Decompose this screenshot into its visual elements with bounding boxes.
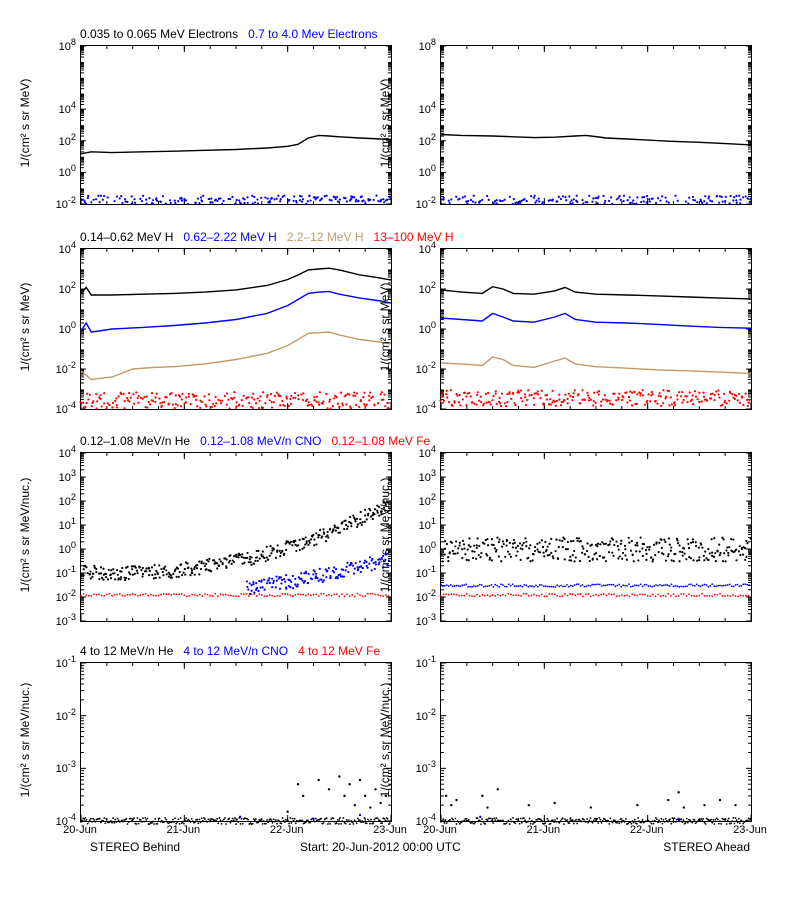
panel-r1-c0 bbox=[80, 248, 392, 410]
panel-r0-c1 bbox=[440, 45, 752, 205]
ylabel: 1/(cm² s sr MeV) bbox=[378, 43, 392, 203]
ylabel: 1/(cm² s sr MeV/nuc.) bbox=[378, 455, 392, 615]
row-title-3: 4 to 12 MeV/n He4 to 12 MeV/n CNO4 to 12… bbox=[80, 644, 390, 658]
ylabel: 1/(cm² s sr MeV) bbox=[18, 43, 32, 203]
panel-r3-c0 bbox=[80, 662, 392, 822]
panel-r3-c1 bbox=[440, 662, 752, 822]
row-title-0: 0.035 to 0.065 MeV Electrons0.7 to 4.0 M… bbox=[80, 27, 388, 41]
row-title-2: 0.12–1.08 MeV/n He0.12–1.08 MeV/n CNO0.1… bbox=[80, 434, 440, 448]
figure-root: 0.035 to 0.065 MeV Electrons0.7 to 4.0 M… bbox=[0, 0, 800, 900]
panel-r2-c1 bbox=[440, 452, 752, 622]
panel-r1-c1 bbox=[440, 248, 752, 410]
panel-r2-c0 bbox=[80, 452, 392, 622]
caption-left: STEREO Behind bbox=[90, 840, 180, 854]
ylabel: 1/(cm² s sr MeV/nuc.) bbox=[378, 660, 392, 820]
ylabel: 1/(cm² s sr MeV/nuc.) bbox=[18, 660, 32, 820]
caption-right: STEREO Ahead bbox=[663, 840, 750, 854]
ylabel: 1/(cm² s sr MeV/nuc.) bbox=[18, 455, 32, 615]
caption-center: Start: 20-Jun-2012 00:00 UTC bbox=[300, 840, 461, 854]
panel-r0-c0 bbox=[80, 45, 392, 205]
ylabel: 1/(cm² s sr MeV) bbox=[378, 247, 392, 407]
ylabel: 1/(cm² s sr MeV) bbox=[18, 247, 32, 407]
